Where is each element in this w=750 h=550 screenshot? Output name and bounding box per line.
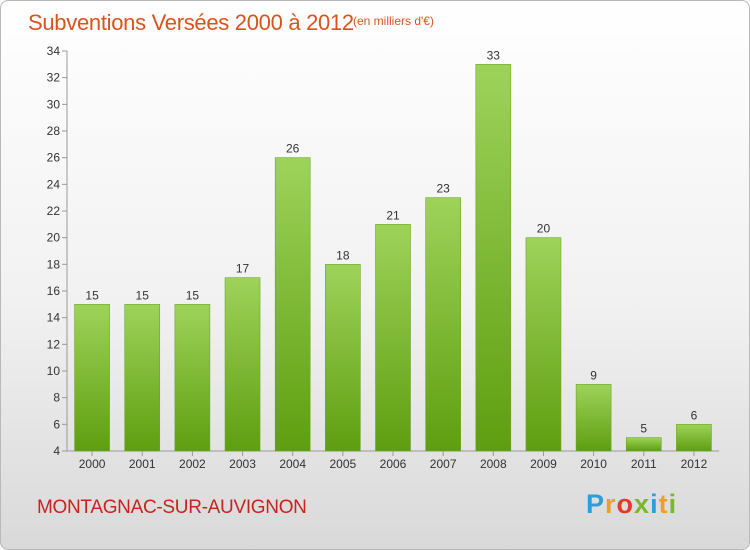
y-tick-label: 30 [47,97,61,111]
y-tick-label: 14 [47,311,61,325]
data-label: 9 [590,368,597,382]
data-label: 15 [85,288,99,302]
data-label: 6 [691,408,698,422]
x-tick-label: 2012 [681,457,708,471]
x-tick-label: 2011 [631,457,657,471]
y-tick-label: 16 [47,284,61,298]
bar [375,224,411,452]
logo-letter: r [605,489,617,519]
chart-unit: (en milliers d'€) [353,14,434,28]
bar [425,197,461,452]
data-label: 33 [487,48,501,62]
x-tick-label: 2008 [480,457,507,471]
logo-letter: i [650,489,659,519]
x-tick-label: 2006 [380,457,407,471]
data-label: 15 [186,288,200,302]
commune-name: MONTAGNAC-SUR-AUVIGNON [37,497,307,518]
x-tick-label: 2009 [530,457,557,471]
x-tick-label: 2004 [279,457,306,471]
bar [325,264,361,452]
bar [174,304,211,452]
proxiti-logo: Proxiti [586,489,677,520]
y-tick-label: 24 [47,177,61,191]
logo-letter: o [616,489,635,519]
data-label: 20 [537,222,551,236]
data-label: 26 [286,142,300,156]
logo-letter: x [634,489,651,519]
data-label: 23 [436,182,450,196]
bar [475,64,512,452]
bar [575,384,612,452]
bar [525,237,562,452]
x-tick-label: 2010 [580,457,607,471]
x-tick-label: 2002 [179,457,206,471]
y-tick-label: 18 [47,257,61,271]
bar [124,304,161,452]
y-tick-label: 20 [47,231,61,245]
x-tick-label: 2000 [79,457,106,471]
logo-letter: P [586,489,606,519]
y-tick-label: 34 [47,44,61,58]
x-tick-label: 2005 [329,457,356,471]
y-tick-label: 22 [47,204,61,218]
data-label: 21 [386,208,400,222]
bar [676,424,712,452]
y-tick-label: 4 [53,444,60,458]
logo-letter: t [658,489,669,519]
bar [625,437,662,452]
y-tick-label: 12 [47,337,61,351]
y-tick-label: 8 [53,391,60,405]
logo-letter: i [668,489,678,519]
y-tick-label: 6 [53,417,60,431]
bar [74,304,110,452]
y-tick-label: 10 [47,364,61,378]
x-tick-label: 2007 [430,457,457,471]
bar [224,277,261,452]
bar [274,157,311,452]
data-label: 15 [136,288,150,302]
data-label: 5 [640,422,647,436]
y-tick-label: 28 [47,124,61,138]
chart-title: Subventions Versées 2000 à 2012 [28,10,354,35]
y-tick-label: 26 [47,151,61,165]
x-tick-label: 2003 [229,457,256,471]
data-label: 17 [236,262,250,276]
data-label: 18 [336,248,350,262]
y-tick-label: 32 [47,71,61,85]
x-tick-label: 2001 [129,457,156,471]
